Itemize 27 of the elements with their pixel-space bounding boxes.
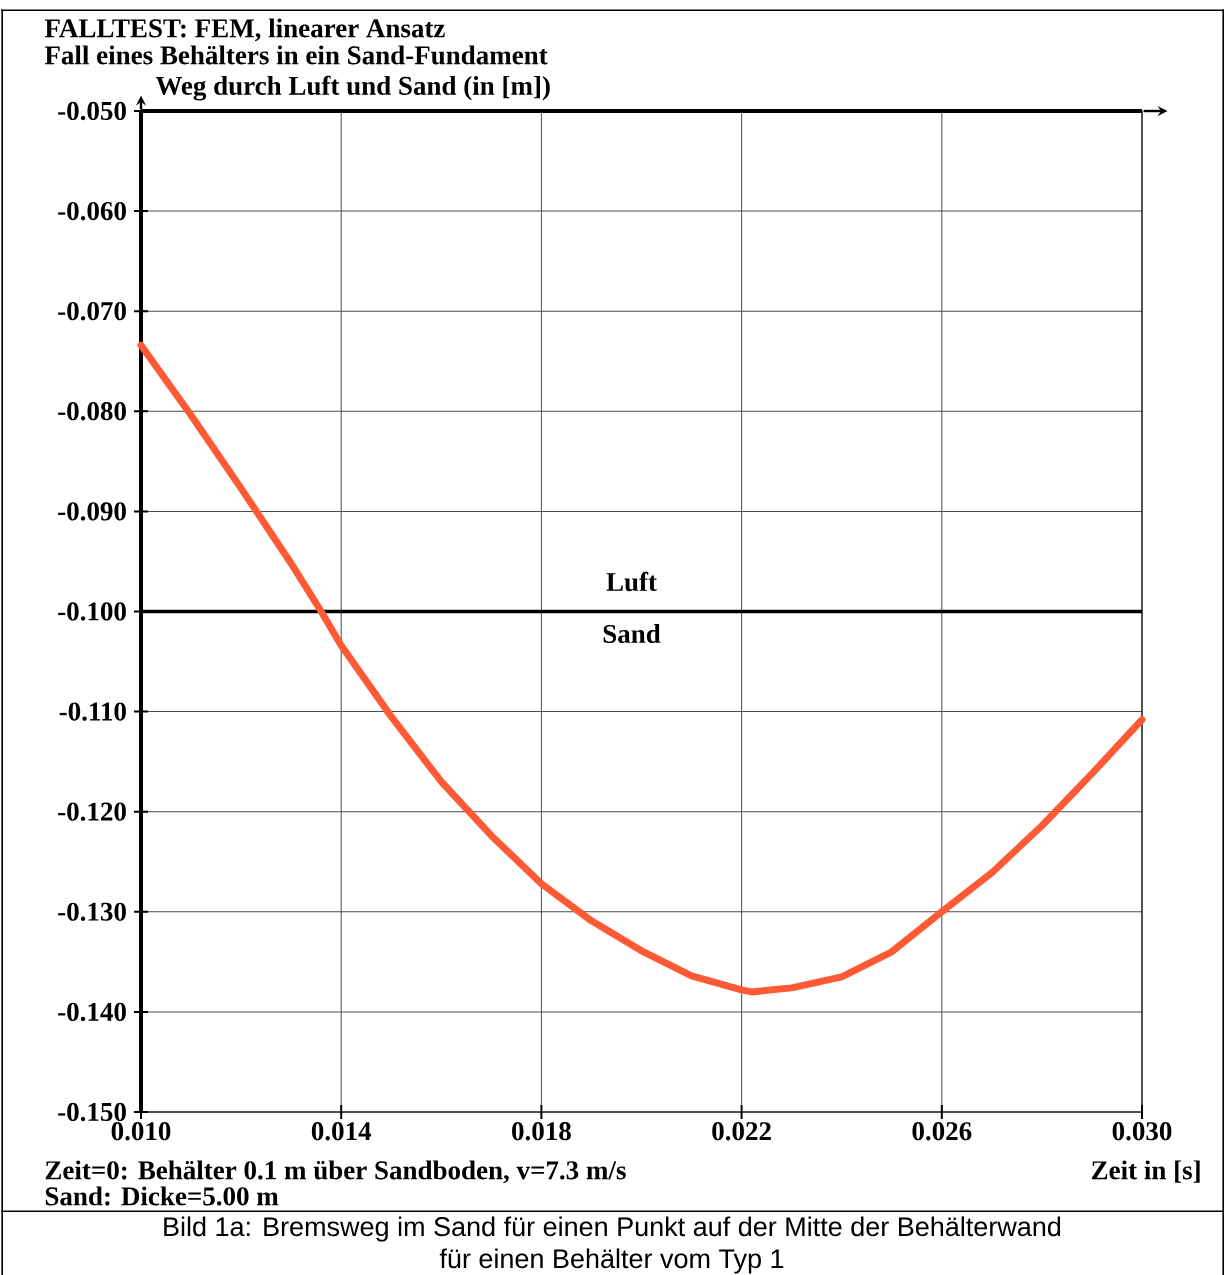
y-tick-label: -0.090 [58,502,126,521]
x-axis-title: Zeit in [s] [1091,1160,1200,1183]
chart-subtitle: Fall eines Behälters in ein Sand-Fundament [44,45,548,65]
annotation: Luft [606,571,657,592]
annotation: Sand [603,624,661,644]
y-axis-title: Weg durch Luft und Sand (in [m]) [155,75,550,101]
chart-title: FALLTEST: FEM, linearer Ansatz [44,18,445,42]
text: Sand: Dicke=5.00 m [45,1186,279,1206]
y-tick-label: -0.060 [58,201,126,221]
x-tick-label: 0.026 [912,1122,972,1141]
x-tick-label: 0.010 [111,1122,171,1141]
y-tick-label: -0.140 [58,1002,126,1022]
y-tick-label: -0.070 [58,302,126,321]
x-tick-label: 0.018 [512,1122,571,1141]
y-tick-label: -0.080 [58,402,126,421]
x-tick-label: 0.030 [1112,1122,1172,1141]
x-tick-label: 0.022 [712,1122,771,1141]
y-tick-label: -0.110 [59,702,126,721]
y-tick-label: -0.050 [58,101,126,121]
text: Bild 1a: Bremsweg im Sand für einen Punkt auf der Mitte der Behälterwand [164,1216,1061,1242]
text: für einen Behälter vom Typ 1 [439,1248,784,1274]
y-tick-label: -0.130 [58,902,126,921]
y-tick-label: -0.120 [58,802,126,821]
y-tick-label: -0.150 [58,1102,126,1122]
y-tick-label: -0.100 [58,602,126,621]
x-tick-label: 0.014 [311,1122,372,1141]
text: Zeit=0: Behälter 0.1 m über Sandboden, v=7.3 m/s [45,1160,626,1184]
